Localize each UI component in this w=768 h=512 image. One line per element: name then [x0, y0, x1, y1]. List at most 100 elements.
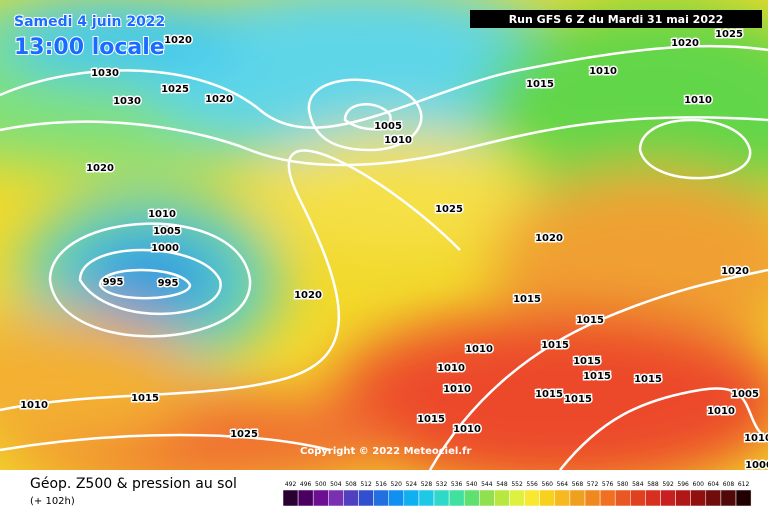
- scale-label: 540: [466, 481, 478, 488]
- scale-label: 596: [677, 481, 689, 488]
- scale-cell: [690, 489, 707, 507]
- scale-label: 536: [451, 481, 463, 488]
- scale-label: 532: [436, 481, 448, 488]
- isobar-label: 1025: [230, 429, 258, 440]
- isobar-label: 1015: [573, 356, 601, 367]
- isobar-label: 1005: [374, 121, 402, 132]
- isobar-label: 1005: [153, 226, 181, 237]
- copyright: Copyright © 2022 Meteociel.fr: [300, 446, 471, 457]
- isobar-label: 1000: [151, 243, 179, 254]
- scale-label: 568: [572, 481, 584, 488]
- scale-cell: [448, 489, 465, 507]
- isobar-label: 1015: [131, 393, 159, 404]
- scale-cell: [524, 489, 540, 507]
- isobar-label: 1010: [148, 209, 176, 220]
- isobar-label: 1010: [744, 433, 768, 444]
- scale-label: 528: [421, 481, 433, 488]
- scale-label: 496: [300, 481, 312, 488]
- isobar-label: 1010: [437, 363, 465, 374]
- date-label: Samedi 4 juin 2022: [14, 14, 165, 30]
- scale-label: 584: [632, 481, 644, 488]
- isobar-label: 1020: [721, 266, 749, 277]
- isobar-label: 1015: [634, 374, 662, 385]
- scale-label: 556: [526, 481, 538, 488]
- isobar-label: 1025: [435, 204, 463, 215]
- isobar-label: 1015: [417, 414, 445, 425]
- scale-cell: [720, 489, 737, 507]
- scale-label: 600: [693, 481, 705, 488]
- isobar-label: 1030: [113, 96, 141, 107]
- scale-cell: [358, 489, 374, 507]
- scale-label: 560: [542, 481, 554, 488]
- isobars: [0, 44, 768, 470]
- field: [0, 0, 768, 470]
- isobar-label: 1010: [384, 135, 412, 146]
- scale-label: 544: [481, 481, 493, 488]
- isobar-label: 1030: [91, 68, 119, 79]
- isobar-label: 1015: [541, 340, 569, 351]
- scale-label: 524: [406, 481, 418, 488]
- isobar-label: 1015: [583, 371, 611, 382]
- scale-label: 512: [360, 481, 372, 488]
- isobar-label: 1015: [513, 294, 541, 305]
- scale-cell: [675, 489, 691, 507]
- scale-cell: [494, 489, 510, 507]
- scale-label: 504: [330, 481, 342, 488]
- color-scale: 492 496 500 504 508 512 516 520 524 528 532 536 540 5…: [282, 481, 752, 507]
- isobar-label: 1005: [731, 389, 759, 400]
- footer-lead: (+ 102h): [30, 496, 75, 507]
- scale-cell: [343, 489, 359, 507]
- isobar-label: 1010: [684, 95, 712, 106]
- scale-cell: [312, 489, 329, 507]
- scale-cell: [660, 489, 676, 507]
- isobar-label: 1020: [294, 290, 322, 301]
- scale-cell: [388, 489, 405, 507]
- isobar-label: 995: [158, 278, 179, 289]
- scale-cell: [373, 489, 389, 507]
- scale-cell: [509, 489, 525, 507]
- scale-label: 608: [723, 481, 735, 488]
- scale-label: 548: [496, 481, 508, 488]
- isobar-label: 1025: [161, 84, 189, 95]
- scale-cell: [735, 489, 752, 507]
- scale-cell: [630, 489, 646, 507]
- isobar-label: 1015: [526, 79, 554, 90]
- scale-cell: [328, 489, 344, 507]
- isobar-label: 1010: [20, 400, 48, 411]
- footer-title: Géop. Z500 & pression au sol: [30, 476, 237, 492]
- isobar-label: 1010: [465, 344, 493, 355]
- isobar-label: 1000: [745, 460, 768, 471]
- scale-label: 588: [647, 481, 659, 488]
- scale-label: 592: [662, 481, 674, 488]
- isobar-labels: 1020 1030 1025 1030 1020 1005 1010 1015 1010 1020…: [19, 28, 768, 473]
- scale-label: 516: [375, 481, 387, 488]
- scale-cell: [705, 489, 722, 507]
- scale-label: 508: [345, 481, 357, 488]
- scale-label: 580: [617, 481, 629, 488]
- isobar-label: 1015: [576, 315, 604, 326]
- isobar-label: 1010: [707, 406, 735, 417]
- scale-cell: [599, 489, 616, 507]
- scale-cell: [403, 489, 420, 507]
- scale-cell: [614, 489, 631, 507]
- run-label: Run GFS 6 Z du Mardi 31 mai 2022: [509, 13, 724, 26]
- scale-cell: [297, 489, 314, 507]
- isobar-label: 1020: [205, 94, 233, 105]
- isobar-label: 1025: [715, 29, 743, 40]
- scale-cell: [479, 489, 495, 507]
- scale-label: 604: [708, 481, 720, 488]
- scale-cell: [433, 489, 450, 507]
- isobar-label: 1020: [671, 38, 699, 49]
- isobar-label: 1010: [453, 424, 481, 435]
- isobar-label: 1015: [564, 394, 592, 405]
- scale-label: 572: [587, 481, 599, 488]
- scale-label: 492: [285, 481, 297, 488]
- isobar-label: 1020: [164, 35, 192, 46]
- scale-label: 500: [315, 481, 327, 488]
- isobar-label: 1010: [589, 66, 617, 77]
- scale-label: 612: [738, 481, 750, 488]
- isobar-label: 1020: [86, 163, 114, 174]
- scale-cell: [569, 489, 586, 507]
